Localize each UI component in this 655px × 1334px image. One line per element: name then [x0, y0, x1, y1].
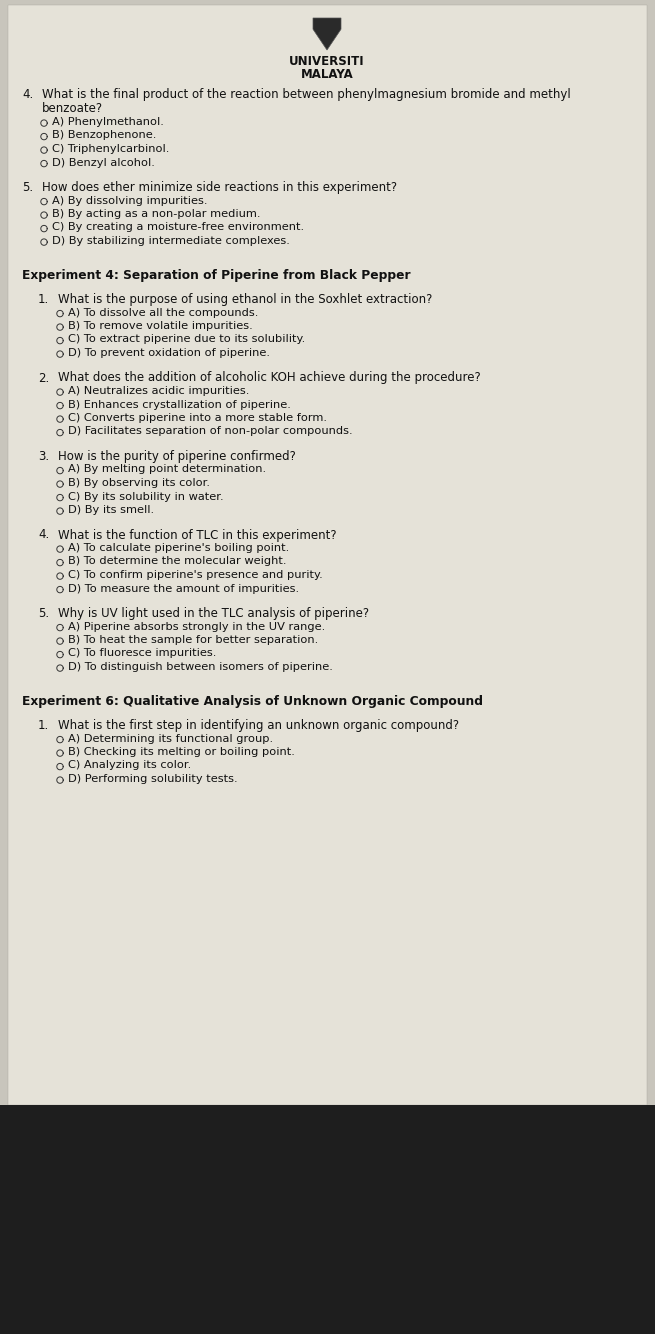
Text: C) To fluoresce impurities.: C) To fluoresce impurities.	[68, 648, 216, 659]
Text: C) To extract piperine due to its solubility.: C) To extract piperine due to its solubi…	[68, 335, 305, 344]
Text: A) By melting point determination.: A) By melting point determination.	[68, 464, 266, 475]
Text: B) Enhances crystallization of piperine.: B) Enhances crystallization of piperine.	[68, 399, 291, 410]
Text: UNIVERSITI: UNIVERSITI	[290, 55, 365, 68]
Text: 5.: 5.	[22, 181, 33, 193]
Text: B) To determine the molecular weight.: B) To determine the molecular weight.	[68, 556, 286, 567]
Text: 1.: 1.	[38, 293, 49, 305]
Text: C) By its solubility in water.: C) By its solubility in water.	[68, 491, 223, 502]
Text: B) To heat the sample for better separation.: B) To heat the sample for better separat…	[68, 635, 318, 646]
Text: What is the purpose of using ethanol in the Soxhlet extraction?: What is the purpose of using ethanol in …	[58, 293, 432, 305]
Text: D) By its smell.: D) By its smell.	[68, 506, 154, 515]
Text: B) By acting as a non-polar medium.: B) By acting as a non-polar medium.	[52, 209, 261, 219]
Text: B) Checking its melting or boiling point.: B) Checking its melting or boiling point…	[68, 747, 295, 756]
Text: C) By creating a moisture-free environment.: C) By creating a moisture-free environme…	[52, 223, 304, 232]
Text: What is the final product of the reaction between phenylmagnesium bromide and me: What is the final product of the reactio…	[42, 88, 571, 101]
Text: C) Analyzing its color.: C) Analyzing its color.	[68, 760, 191, 771]
Text: D) To measure the amount of impurities.: D) To measure the amount of impurities.	[68, 583, 299, 594]
Text: D) By stabilizing intermediate complexes.: D) By stabilizing intermediate complexes…	[52, 236, 290, 245]
FancyBboxPatch shape	[0, 1105, 655, 1334]
Text: D) To distinguish between isomers of piperine.: D) To distinguish between isomers of pip…	[68, 662, 333, 672]
Text: 4.: 4.	[38, 528, 49, 542]
Text: C) To confirm piperine's presence and purity.: C) To confirm piperine's presence and pu…	[68, 570, 323, 580]
Text: What does the addition of alcoholic KOH achieve during the procedure?: What does the addition of alcoholic KOH …	[58, 371, 481, 384]
Text: MALAYA: MALAYA	[301, 68, 354, 81]
Text: A) To dissolve all the compounds.: A) To dissolve all the compounds.	[68, 308, 258, 317]
Text: D) Performing solubility tests.: D) Performing solubility tests.	[68, 774, 238, 784]
Text: Experiment 6: Qualitative Analysis of Unknown Organic Compound: Experiment 6: Qualitative Analysis of Un…	[22, 695, 483, 708]
Text: D) To prevent oxidation of piperine.: D) To prevent oxidation of piperine.	[68, 348, 270, 358]
Text: 1.: 1.	[38, 719, 49, 732]
Text: 4.: 4.	[22, 88, 33, 101]
Text: A) Phenylmethanol.: A) Phenylmethanol.	[52, 117, 164, 127]
Text: D) Benzyl alcohol.: D) Benzyl alcohol.	[52, 157, 155, 168]
Text: What is the function of TLC in this experiment?: What is the function of TLC in this expe…	[58, 528, 337, 542]
Text: Experiment 4: Separation of Piperine from Black Pepper: Experiment 4: Separation of Piperine fro…	[22, 269, 411, 283]
Text: 5.: 5.	[38, 607, 49, 620]
Text: B) Benzophenone.: B) Benzophenone.	[52, 131, 157, 140]
Text: A) Piperine absorbs strongly in the UV range.: A) Piperine absorbs strongly in the UV r…	[68, 622, 326, 631]
Text: How does ether minimize side reactions in this experiment?: How does ether minimize side reactions i…	[42, 181, 397, 193]
Text: How is the purity of piperine confirmed?: How is the purity of piperine confirmed?	[58, 450, 296, 463]
Text: benzoate?: benzoate?	[42, 103, 103, 116]
Text: A) By dissolving impurities.: A) By dissolving impurities.	[52, 196, 208, 205]
Text: 3.: 3.	[38, 450, 49, 463]
Text: C) Triphenylcarbinol.: C) Triphenylcarbinol.	[52, 144, 170, 153]
Text: A) To calculate piperine's boiling point.: A) To calculate piperine's boiling point…	[68, 543, 290, 554]
FancyBboxPatch shape	[8, 5, 647, 1105]
Text: What is the first step in identifying an unknown organic compound?: What is the first step in identifying an…	[58, 719, 459, 732]
Text: Why is UV light used in the TLC analysis of piperine?: Why is UV light used in the TLC analysis…	[58, 607, 369, 620]
Polygon shape	[313, 17, 341, 49]
Text: 2.: 2.	[38, 371, 49, 384]
Text: D) Facilitates separation of non-polar compounds.: D) Facilitates separation of non-polar c…	[68, 427, 352, 436]
Text: B) By observing its color.: B) By observing its color.	[68, 478, 210, 488]
Text: B) To remove volatile impurities.: B) To remove volatile impurities.	[68, 321, 253, 331]
Text: C) Converts piperine into a more stable form.: C) Converts piperine into a more stable …	[68, 414, 327, 423]
Text: A) Determining its functional group.: A) Determining its functional group.	[68, 734, 273, 743]
Text: A) Neutralizes acidic impurities.: A) Neutralizes acidic impurities.	[68, 386, 250, 396]
